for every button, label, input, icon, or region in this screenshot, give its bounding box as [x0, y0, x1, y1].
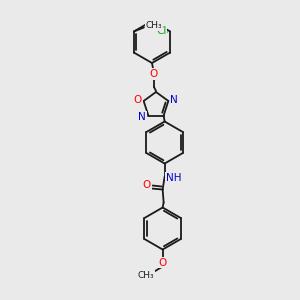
Text: Cl: Cl [156, 26, 166, 35]
Text: O: O [150, 69, 158, 79]
Text: O: O [134, 95, 142, 105]
Text: N: N [139, 112, 146, 122]
Text: O: O [158, 257, 167, 268]
Text: NH: NH [166, 172, 182, 182]
Text: N: N [170, 95, 178, 105]
Text: O: O [142, 179, 151, 190]
Text: CH₃: CH₃ [137, 271, 154, 280]
Text: CH₃: CH₃ [146, 21, 162, 30]
